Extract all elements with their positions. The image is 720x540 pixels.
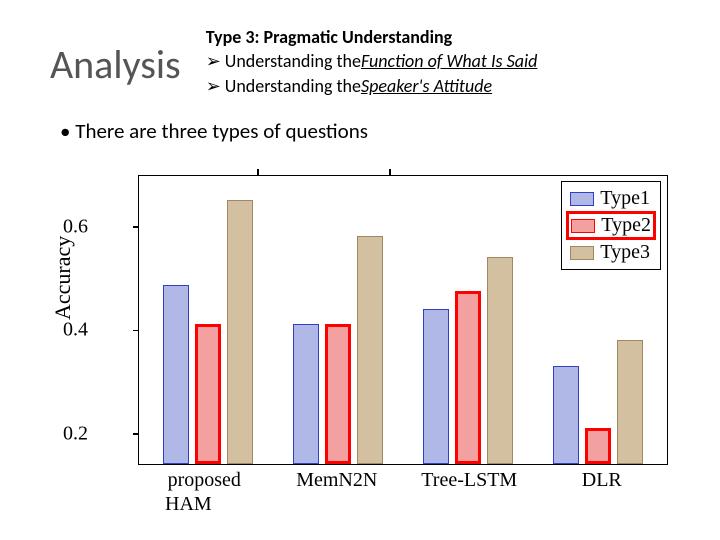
type3-line-2: ➢ Understanding the Speaker's Attitude — [206, 74, 538, 98]
x-label: MemN2N — [277, 469, 397, 492]
type3-block: Type 3: Pragmatic Understanding ➢ Unders… — [206, 25, 538, 98]
arrow-icon: ➢ — [206, 49, 221, 73]
x-sublabel: HAM — [165, 493, 212, 516]
page-title: Analysis — [50, 25, 181, 89]
bar-group — [538, 340, 658, 464]
bar-group — [278, 236, 398, 464]
plot-area: Type1 Type2 Type3 — [138, 175, 668, 465]
x-tick-mark — [257, 169, 259, 175]
bar-type2 — [455, 291, 481, 464]
y-tick-mark — [133, 226, 139, 228]
x-label: proposed — [144, 469, 264, 492]
x-label: DLR — [542, 469, 662, 492]
bar-type1 — [553, 366, 579, 464]
legend-row: Type2 — [566, 211, 656, 240]
y-tick-mark — [133, 433, 139, 435]
legend: Type1 Type2 Type3 — [561, 181, 661, 270]
x-tick-mark — [389, 169, 391, 175]
bar-type3 — [487, 257, 513, 464]
type3-line1-emph: Function of What Is Said — [361, 49, 537, 73]
y-tick-label: 0.4 — [63, 319, 88, 342]
legend-label: Type3 — [600, 241, 650, 264]
legend-row: Type3 — [570, 241, 652, 264]
bar-type3 — [357, 236, 383, 464]
y-tick-label: 0.6 — [63, 215, 88, 238]
type3-line-1: ➢ Understanding the Function of What Is … — [206, 49, 538, 73]
bar-group — [148, 200, 268, 464]
type3-line2-prefix: Understanding the — [225, 74, 361, 98]
type3-title: Type 3: Pragmatic Understanding — [206, 25, 538, 49]
bullet-text: There are three types of questions — [0, 98, 720, 144]
legend-swatch — [571, 219, 595, 233]
legend-label: Type2 — [601, 214, 651, 237]
y-tick-label: 0.2 — [63, 422, 88, 445]
legend-swatch — [570, 246, 594, 260]
bar-type2 — [325, 324, 351, 464]
bar-type2 — [195, 324, 221, 464]
bar-type2 — [585, 428, 611, 464]
legend-label: Type1 — [600, 187, 650, 210]
bar-type1 — [423, 309, 449, 464]
bar-type3 — [227, 200, 253, 464]
type3-line1-prefix: Understanding the — [225, 49, 361, 73]
x-labels: proposed MemN2N Tree-LSTM DLR — [138, 469, 668, 492]
legend-row: Type1 — [570, 187, 652, 210]
accuracy-chart: Accuracy 0.20.40.6 Type1Type2Type3 propo… — [60, 175, 680, 520]
bar-type3 — [617, 340, 643, 464]
bar-type1 — [293, 324, 319, 464]
y-axis-label: Accuracy — [50, 236, 76, 320]
x-label: Tree-LSTM — [409, 469, 529, 492]
y-tick-mark — [133, 330, 139, 332]
bar-type1 — [163, 285, 189, 464]
legend-swatch — [570, 192, 594, 206]
type3-line2-emph: Speaker's Attitude — [361, 74, 492, 98]
arrow-icon: ➢ — [206, 74, 221, 98]
bar-group — [408, 257, 528, 464]
